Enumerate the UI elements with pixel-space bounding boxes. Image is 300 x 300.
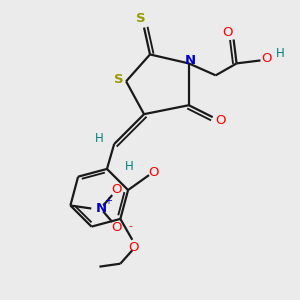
Text: O: O xyxy=(111,221,122,234)
Text: O: O xyxy=(148,166,159,178)
Text: S: S xyxy=(114,73,124,86)
Text: N: N xyxy=(96,202,107,215)
Text: O: O xyxy=(222,26,233,38)
Text: O: O xyxy=(261,52,272,65)
Text: N: N xyxy=(185,54,196,67)
Text: O: O xyxy=(215,114,225,127)
Text: S: S xyxy=(136,12,146,25)
Text: +: + xyxy=(104,196,112,206)
Text: H: H xyxy=(275,47,284,60)
Text: -: - xyxy=(128,221,132,231)
Text: H: H xyxy=(125,160,134,173)
Text: H: H xyxy=(95,132,103,145)
Text: O: O xyxy=(128,241,139,254)
Text: O: O xyxy=(111,183,122,196)
